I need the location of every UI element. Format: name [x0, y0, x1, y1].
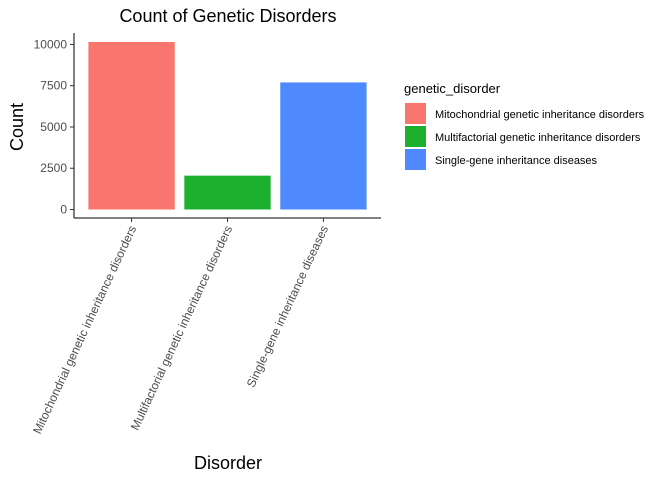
legend-label: Mitochondrial genetic inheritance disord… [435, 109, 645, 121]
x-tick-label: Multifactorial genetic inheritance disor… [128, 223, 235, 432]
x-axis-title: Disorder [194, 453, 262, 473]
y-tick-label: 7500 [40, 79, 67, 93]
y-axis-title: Count [7, 103, 27, 151]
legend-key [405, 149, 426, 170]
legend-title: genetic_disorder [404, 81, 501, 96]
y-tick-label: 5000 [40, 120, 67, 134]
plot-area: 0 2500 5000 7500 10000 Mitochondrial genetic … [30, 33, 381, 436]
bar [184, 175, 271, 210]
bar [280, 82, 367, 210]
legend-key [405, 126, 426, 147]
y-tick-label: 10000 [34, 37, 68, 51]
bar [88, 42, 175, 210]
y-tick-label: 0 [60, 203, 67, 217]
chart-title: Count of Genetic Disorders [119, 6, 336, 26]
y-tick-label: 2500 [40, 161, 67, 175]
legend: genetic_disorder Mitochondrial genetic i… [404, 81, 645, 170]
x-tick-label: Mitochondrial genetic inheritance disord… [30, 223, 139, 436]
legend-key [405, 103, 426, 124]
legend-label: Single-gene inheritance diseases [435, 155, 598, 167]
x-tick-label: Single-gene inheritance diseases [244, 223, 331, 389]
legend-label: Multifactorial genetic inheritance disor… [435, 132, 641, 144]
